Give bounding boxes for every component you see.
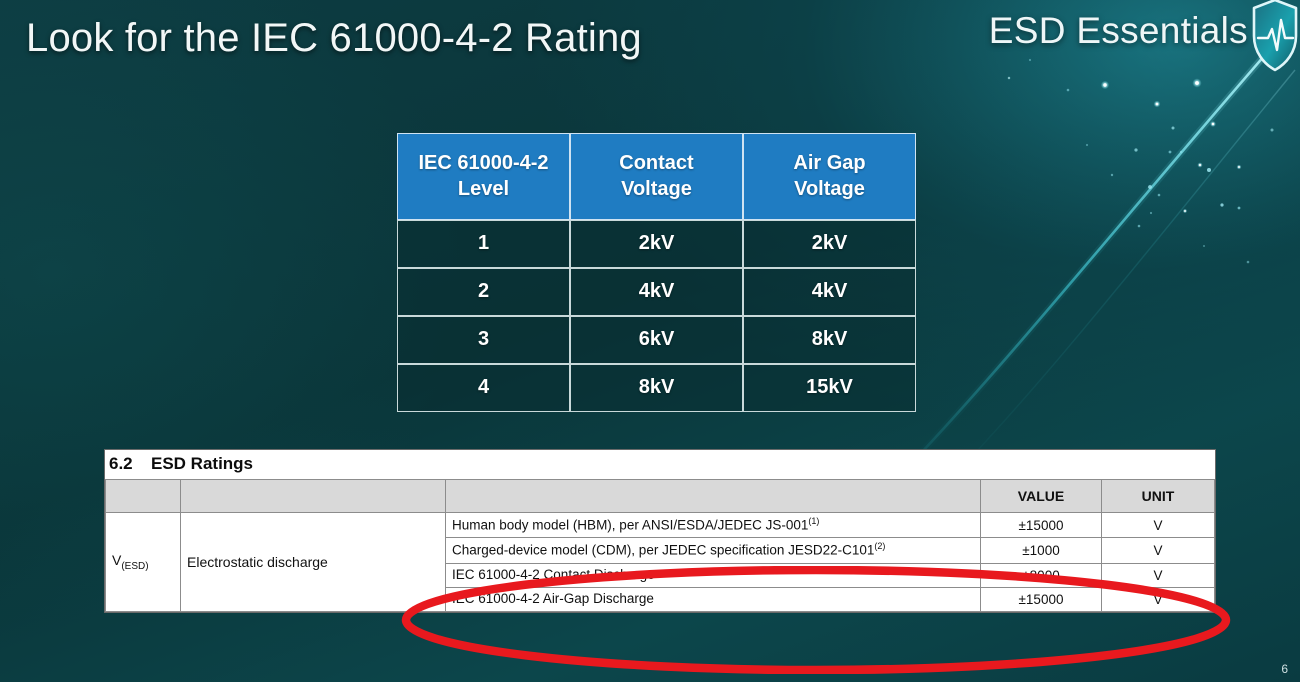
brand-title: ESD Essentials [988, 10, 1248, 51]
cell-airgap-voltage: 8kV [743, 315, 916, 364]
cell-description: Human body model (HBM), per ANSI/ESDA/JE… [445, 511, 981, 539]
cell-contact-voltage: 4kV [570, 267, 743, 316]
esd-ratings-table: VALUE UNIT V(ESD) Electrostatic discharg… [105, 479, 1215, 612]
column-header-symbol [105, 479, 181, 513]
cell-description: IEC 61000-4-2 Air-Gap Discharge [445, 586, 981, 612]
column-header-unit: UNIT [1101, 479, 1215, 513]
cell-contact-voltage: 2kV [570, 219, 743, 268]
slide-title: Look for the IEC 61000-4-2 Rating [26, 16, 642, 60]
cell-parameter: Electrostatic discharge [180, 512, 446, 612]
table-row: 3 6kV 8kV [397, 315, 916, 364]
shield-pulse-icon [1252, 0, 1298, 72]
cell-contact-voltage: 8kV [570, 363, 743, 412]
cell-value: ±15000 [980, 586, 1102, 612]
cell-value: ±15000 [980, 511, 1102, 539]
column-header-parameter [180, 479, 446, 513]
cell-unit: V [1101, 537, 1215, 564]
cell-airgap-voltage: 4kV [743, 267, 916, 316]
cell-value: ±8000 [980, 562, 1102, 588]
cell-unit: V [1101, 562, 1215, 588]
footnote-marker: (2) [874, 541, 886, 552]
datasheet-excerpt: 6.2 ESD Ratings VALUE UNIT V(ESD) Electro… [105, 450, 1215, 612]
table-row: 4 8kV 15kV [397, 363, 916, 412]
cell-unit: V [1101, 511, 1215, 539]
cell-level: 3 [397, 315, 570, 364]
column-header-value: VALUE [980, 479, 1102, 513]
column-header-level-line1: IEC 61000-4-2 [418, 152, 549, 174]
cell-level: 1 [397, 219, 570, 268]
datasheet-section-heading: 6.2 ESD Ratings [105, 450, 1215, 479]
description-text: Charged-device model (CDM), per JEDEC sp… [452, 542, 875, 558]
cell-symbol: V(ESD) [105, 512, 181, 612]
table-row: Charged-device model (CDM), per JEDEC sp… [106, 537, 1215, 564]
footnote-marker: (1) [808, 516, 820, 526]
cell-description: Charged-device model (CDM), per JEDEC sp… [445, 537, 981, 564]
table-header-row: VALUE UNIT [105, 479, 1215, 513]
cell-airgap-voltage: 15kV [743, 363, 916, 412]
page-number: 6 [1281, 662, 1288, 676]
description-text: Human body model (HBM), per ANSI/ESDA/JE… [452, 517, 809, 533]
table-row: 2 4kV 4kV [397, 267, 916, 316]
column-header-contact-voltage: Contact Voltage [570, 133, 743, 220]
column-header-level: IEC 61000-4-2 Level [397, 133, 570, 220]
iec-level-table: IEC 61000-4-2 Level Contact Voltage Air … [397, 133, 916, 412]
column-header-contact-line2: Voltage [621, 178, 692, 201]
column-header-airgap-voltage: Air Gap Voltage [743, 133, 916, 220]
cell-airgap-voltage: 2kV [743, 219, 916, 268]
section-title: ESD Ratings [151, 454, 254, 473]
cell-description: IEC 61000-4-2 Contact Discharge [445, 562, 981, 588]
column-header-description [445, 479, 981, 513]
column-header-airgap-line2: Voltage [794, 178, 865, 201]
column-header-airgap-line1: Air Gap [793, 152, 866, 174]
cell-value: ±1000 [980, 537, 1102, 564]
table-row: 1 2kV 2kV [397, 219, 916, 268]
symbol-base: V [112, 551, 122, 568]
cell-unit: V [1101, 586, 1215, 612]
symbol-subscript: (ESD) [121, 560, 149, 572]
cell-level: 4 [397, 363, 570, 412]
section-number: 6.2 [109, 454, 133, 473]
column-header-level-line2: Level [457, 178, 510, 201]
cell-contact-voltage: 6kV [570, 315, 743, 364]
table-header-row: IEC 61000-4-2 Level Contact Voltage Air … [397, 133, 916, 220]
column-header-contact-line1: Contact [619, 152, 694, 174]
cell-level: 2 [397, 267, 570, 316]
table-row: V(ESD) Electrostatic discharge Human bod… [105, 511, 1215, 612]
